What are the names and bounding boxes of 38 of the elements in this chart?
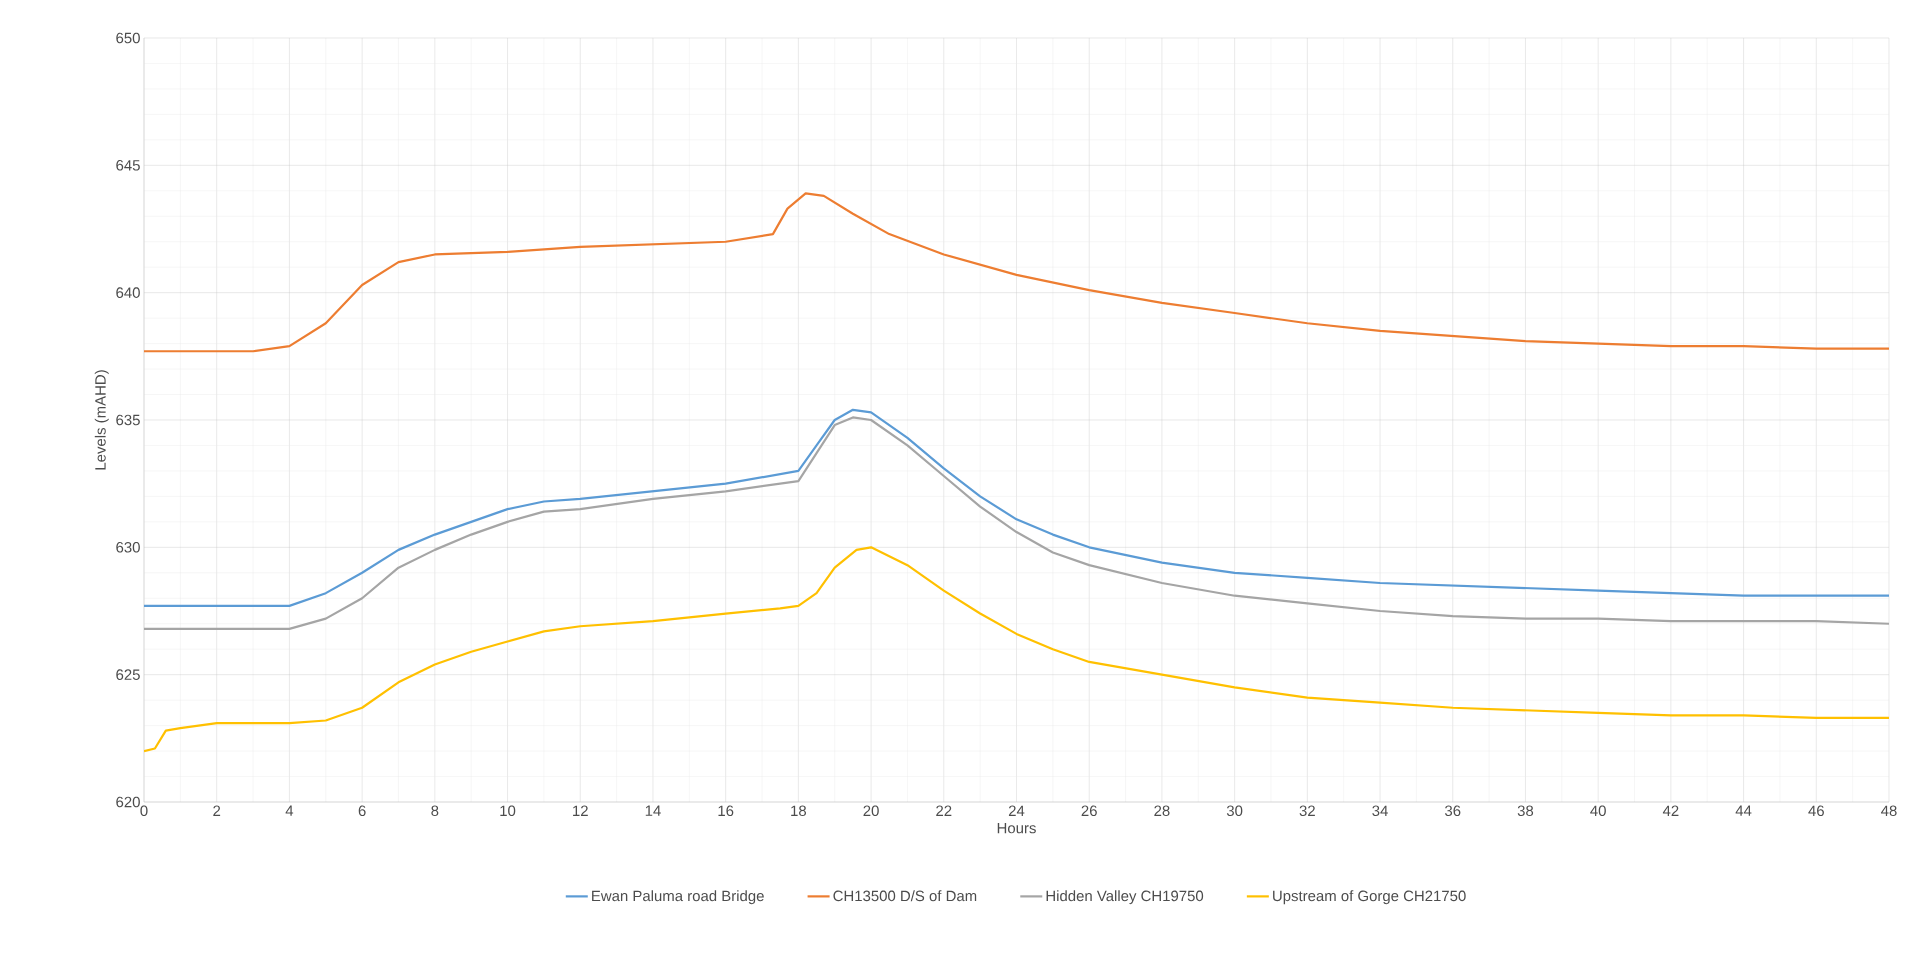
y-tick-label: 625	[116, 669, 140, 680]
legend-label: CH13500 D/S of Dam	[833, 890, 977, 902]
x-tick-label: 2	[213, 805, 221, 816]
x-tick-label: 30	[1226, 805, 1243, 817]
x-tick-label: 40	[1590, 805, 1606, 817]
x-tick-label: 32	[1299, 805, 1315, 817]
x-tick-label: 42	[1662, 805, 1679, 816]
x-tick-label: 22	[936, 805, 952, 816]
y-tick-label: 650	[116, 32, 140, 44]
y-tick-label: 630	[116, 542, 140, 553]
x-tick-label: 18	[791, 805, 807, 817]
x-tick-label: 34	[1372, 805, 1388, 817]
x-tick-label: 48	[1881, 805, 1897, 817]
x-tick-label: 26	[1081, 805, 1097, 817]
x-tick-label: 0	[140, 805, 148, 817]
x-tick-label: 28	[1154, 805, 1170, 817]
legend-label: Upstream of Gorge CH21750	[1273, 890, 1466, 905]
x-tick-label: 44	[1735, 805, 1752, 816]
legend-label: Ewan Paluma road Bridge	[592, 890, 764, 905]
x-tick-label: 6	[358, 805, 366, 817]
x-tick-label: 36	[1445, 805, 1461, 817]
x-tick-label: 4	[285, 805, 294, 816]
x-tick-label: 20	[863, 805, 879, 817]
y-tick-label: 620	[116, 796, 140, 808]
x-tick-label: 14	[645, 805, 661, 816]
x-tick-label: 46	[1808, 805, 1824, 817]
legend-label: Hidden Valley CH19750	[1046, 890, 1204, 905]
y-axis-title: Levels (mAHD)	[94, 370, 109, 470]
x-tick-label: 24	[1008, 805, 1025, 816]
y-tick-label: 635	[116, 414, 140, 426]
x-tick-label: 10	[500, 805, 516, 817]
x-axis-title: Hours	[997, 822, 1036, 834]
y-tick-label: 640	[116, 287, 140, 298]
x-tick-label: 16	[718, 805, 734, 817]
x-tick-label: 38	[1517, 805, 1534, 817]
y-tick-label: 645	[116, 160, 140, 171]
x-tick-label: 8	[431, 805, 439, 817]
x-tick-label: 12	[573, 805, 588, 816]
